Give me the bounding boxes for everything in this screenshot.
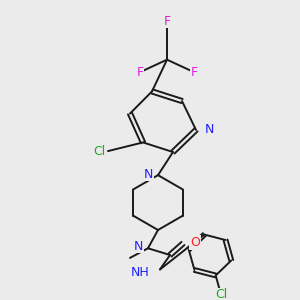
Text: N: N — [134, 240, 143, 253]
Text: Cl: Cl — [94, 145, 106, 158]
Text: F: F — [136, 66, 144, 79]
Text: F: F — [190, 66, 198, 79]
Text: NH: NH — [131, 266, 150, 279]
Text: F: F — [164, 15, 171, 28]
Text: O: O — [190, 236, 200, 249]
Text: N: N — [144, 168, 153, 181]
Text: N: N — [205, 123, 214, 136]
Text: Cl: Cl — [216, 288, 228, 300]
